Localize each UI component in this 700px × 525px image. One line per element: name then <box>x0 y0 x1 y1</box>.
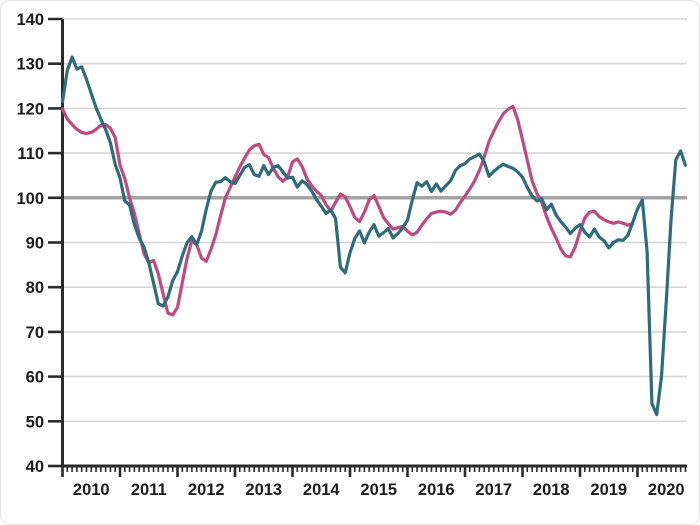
y-tick-label: 140 <box>16 11 44 29</box>
x-tick-label: 2013 <box>245 481 282 499</box>
x-tick-label: 2012 <box>188 481 225 499</box>
x-tick-label: 2014 <box>303 481 341 499</box>
series-line-teal <box>60 55 688 417</box>
y-tick-label: 130 <box>16 56 44 74</box>
x-tick-label: 2019 <box>590 481 627 499</box>
y-tick-label: 60 <box>26 369 44 387</box>
y-tick-label: 90 <box>26 235 44 253</box>
x-tick-label: 2016 <box>418 481 455 499</box>
x-tick-label: 2011 <box>131 481 167 499</box>
y-tick-label: 80 <box>26 279 44 297</box>
x-tick-label: 2015 <box>360 481 397 499</box>
x-tick-label: 2018 <box>533 481 570 499</box>
y-tick-label: 40 <box>26 458 44 476</box>
y-tick-label: 50 <box>26 413 44 431</box>
x-tick-label: 2020 <box>648 481 685 499</box>
x-tick-label: 2017 <box>475 481 512 499</box>
x-tick-label: 2010 <box>73 481 110 499</box>
y-tick-label: 120 <box>16 100 44 118</box>
y-tick-label: 70 <box>26 324 44 342</box>
y-tick-label: 100 <box>16 190 44 208</box>
series-line-pink <box>60 104 635 317</box>
y-tick-label: 110 <box>17 145 44 163</box>
